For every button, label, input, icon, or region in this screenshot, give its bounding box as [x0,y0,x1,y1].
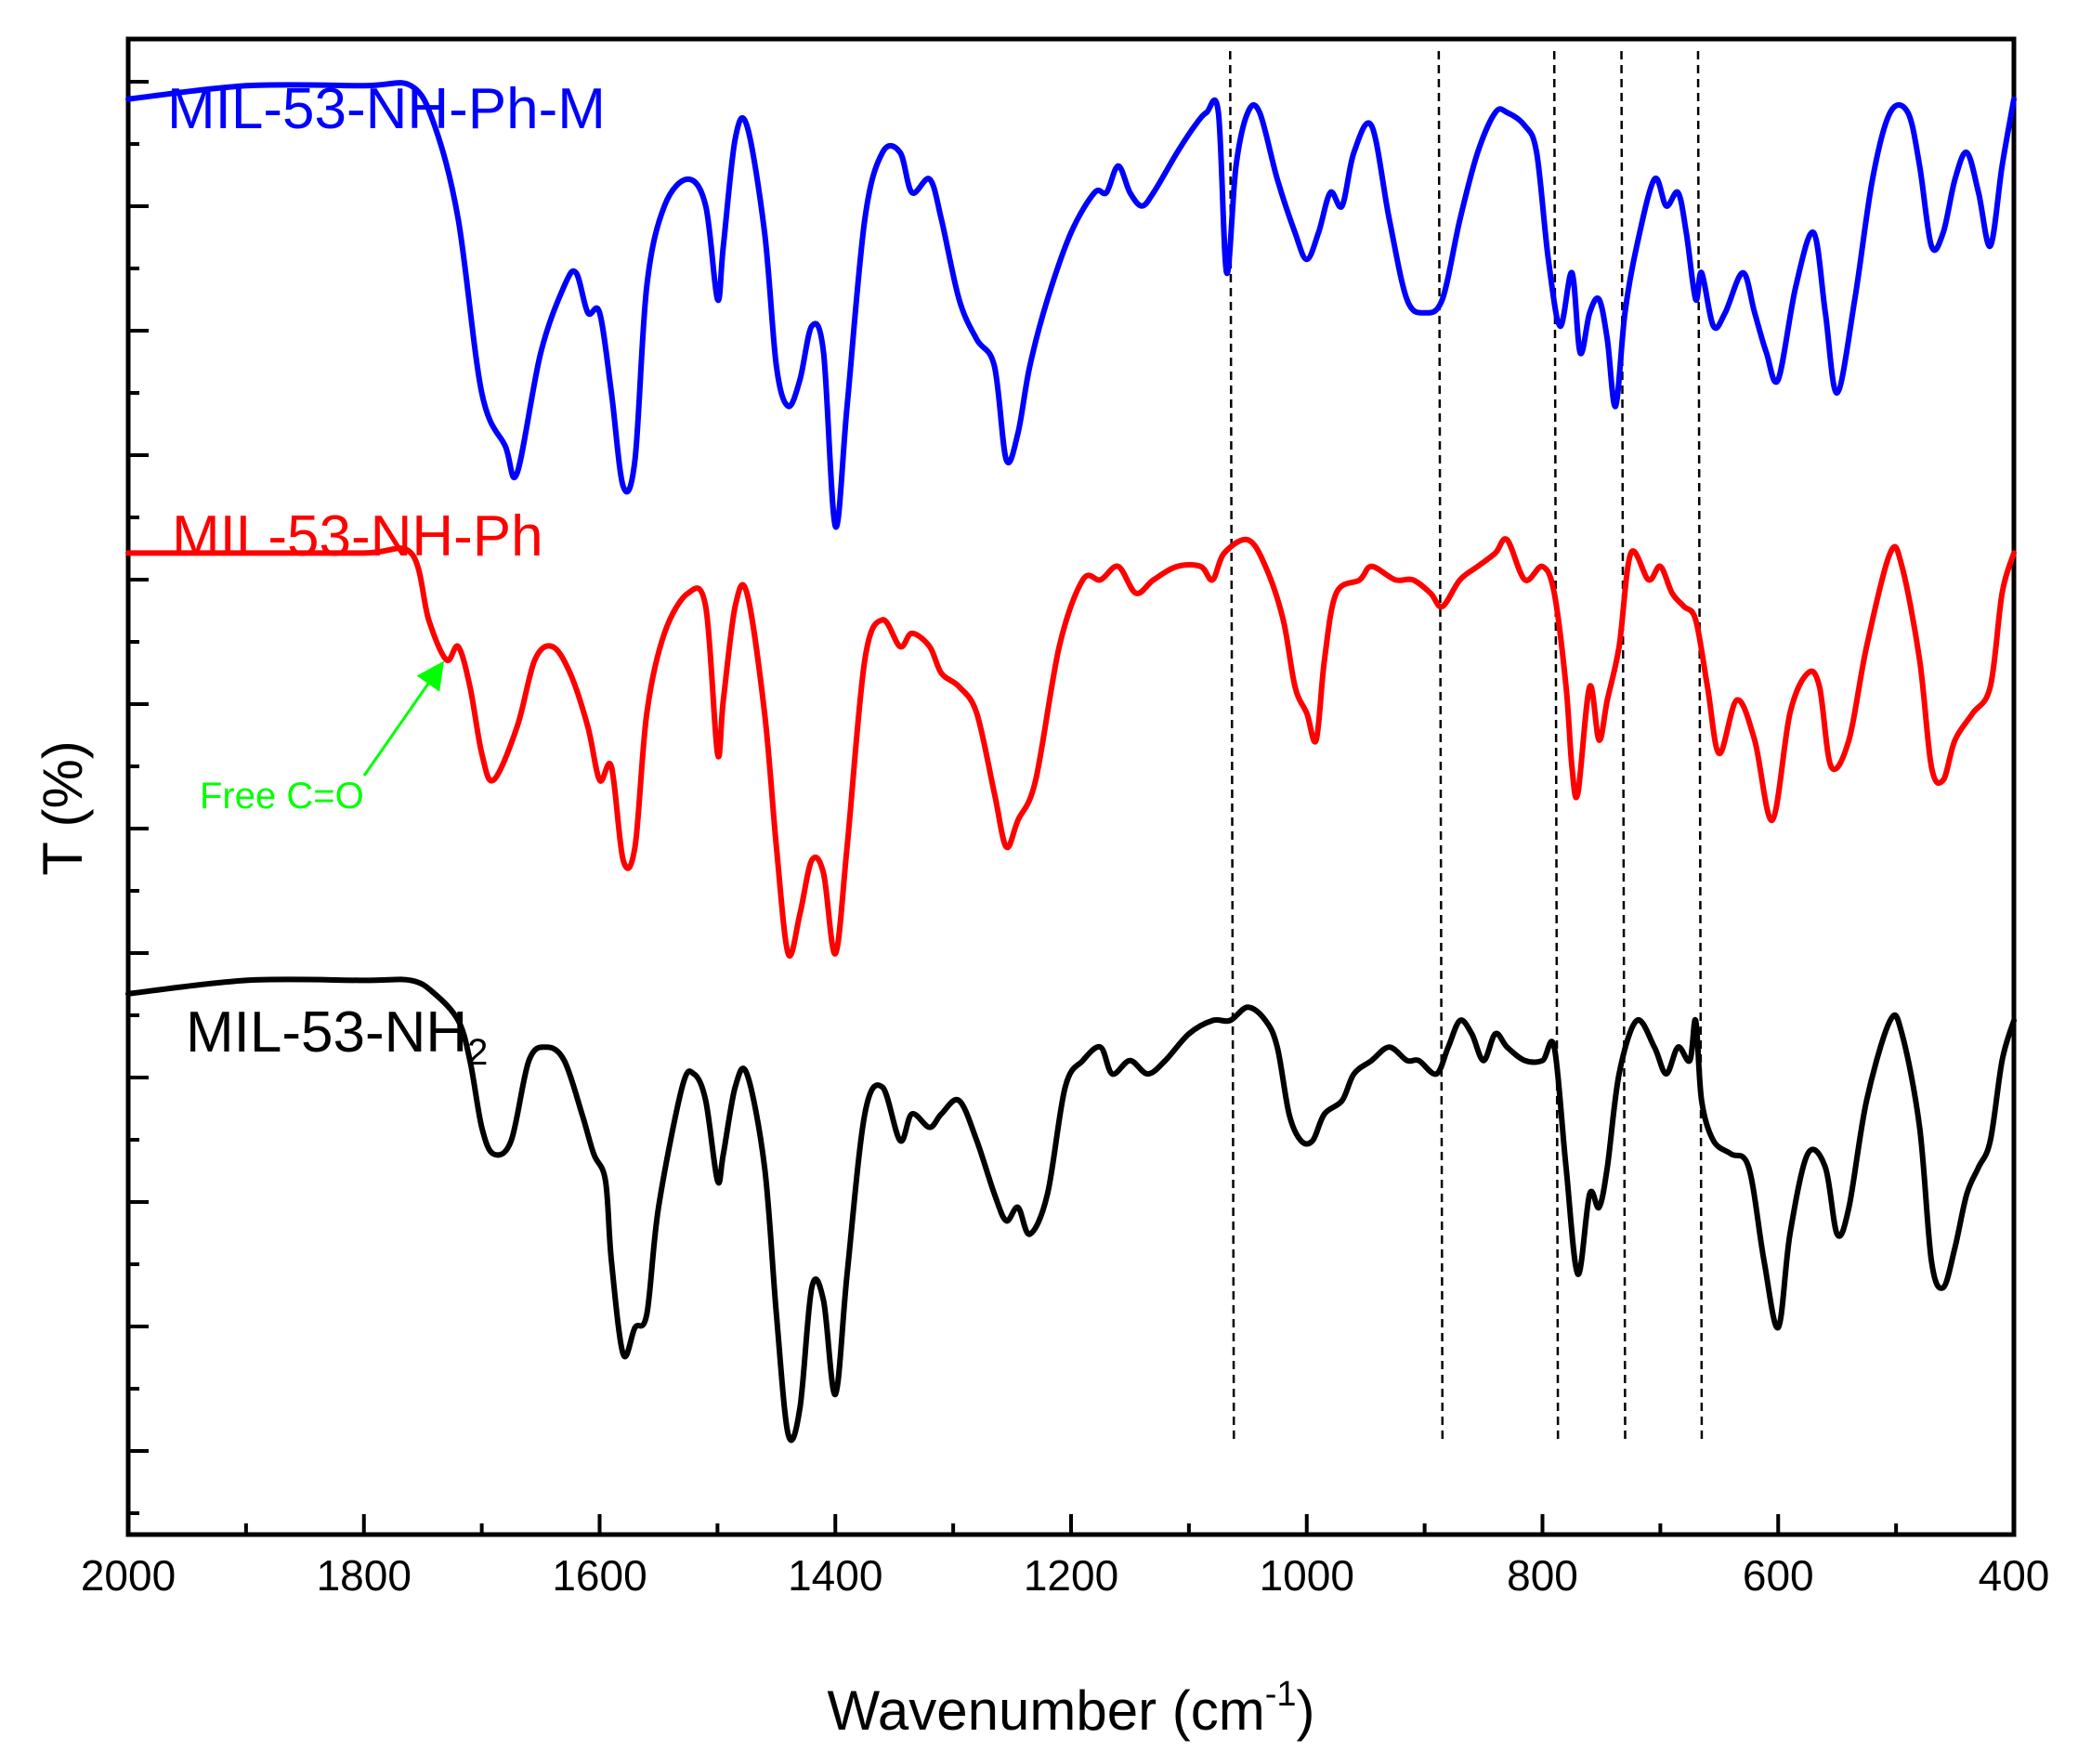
x-axis-title-sup: -1 [1265,1675,1297,1714]
series-line-2 [125,976,2017,1444]
x-tick-label: 2000 [81,1551,176,1600]
x-tick-label: 400 [1979,1551,2050,1600]
reference-line [1229,50,1235,1444]
x-tick-label: 1200 [1024,1551,1118,1600]
reference-line [1437,50,1444,1444]
x-axis-title: Wavenumber (cm-1) [828,1675,1315,1742]
reference-line [1620,50,1627,1444]
reference-lines [1229,50,1704,1444]
plot-area [125,36,2017,1537]
x-tick-label: 1000 [1260,1551,1354,1600]
series-label-ph-m: MIL-53-NH-Ph-M [167,77,606,141]
x-tick-label: 800 [1507,1551,1578,1600]
annotation-arrow [362,660,445,777]
series-lines [125,80,2017,1444]
series-line-0 [125,80,2017,530]
series-line-1 [125,536,2017,959]
x-tick-label: 1600 [552,1551,647,1600]
series-label-nh2-sub: 2 [467,1032,488,1073]
x-tick-label: 600 [1743,1551,1814,1600]
series-label-nh2: MIL-53-NH2 [186,1000,488,1073]
x-axis-ticks: 2000 1800 1600 1400 1200 1000 800 600 400 [81,1514,2050,1600]
x-tick-label: 1800 [317,1551,412,1600]
x-axis-title-main: Wavenumber (cm [828,1679,1265,1742]
series-label-ph: MIL-53-NH-Ph [172,504,543,568]
x-axis-title-suffix: ) [1297,1679,1315,1742]
reference-line [1552,50,1560,1444]
y-axis-title: T (%) [32,740,94,876]
y-axis-ticks [128,80,149,1515]
x-tick-label: 1400 [788,1551,882,1600]
annotation-free-co: Free C=O [200,776,364,817]
series-label-nh2-main: MIL-53-NH [186,1000,467,1065]
reference-line [1696,50,1704,1444]
